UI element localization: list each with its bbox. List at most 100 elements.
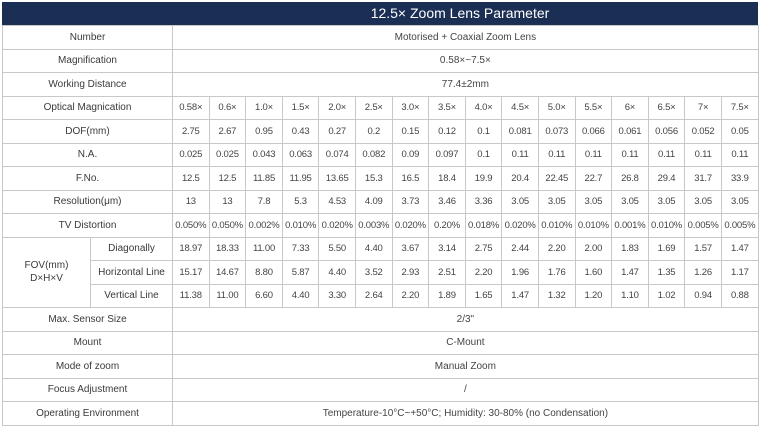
value-cell: 0.005% (720, 213, 759, 238)
table-title: 12.5× Zoom Lens Parameter (2, 2, 758, 25)
value-cell: 3.05 (501, 189, 539, 214)
value-cell: 4.53 (318, 189, 356, 214)
row-label: DOF(mm) (1, 119, 174, 144)
value-cell: 11.00 (245, 236, 283, 261)
value-cell: 0.010% (281, 213, 320, 238)
value-cell: 1.17 (720, 260, 759, 285)
table-row: TV Distortion 0.050% 0.050% 0.002% 0.010% 0.0… (1, 213, 759, 238)
value-cell: 1.0× (245, 95, 283, 120)
fov-sub-label: Horizontal Line (89, 260, 174, 285)
value-cell: 13 (208, 189, 247, 214)
value-cell: 0.2 (354, 119, 393, 144)
row-label: TV Distortion (1, 213, 174, 238)
value-cell: 2.93 (391, 260, 430, 285)
value-cell: 20.4 (501, 166, 539, 191)
value-cell: 0.020% (501, 213, 539, 238)
value-cell: 3.05 (647, 189, 686, 214)
value-cell: 0.11 (684, 142, 722, 167)
value-cell: 0.050% (172, 213, 210, 238)
table-row: Magnification 0.58×~7.5× (1, 48, 759, 73)
value-cell: 1.20 (574, 283, 613, 308)
value-cell: 3.73 (391, 189, 430, 214)
value-cell: 0.15 (391, 119, 430, 144)
value-cell: 1.35 (647, 260, 686, 285)
value-cell: 0.020% (318, 213, 356, 238)
table-row: DOF(mm) 2.75 2.67 0.95 0.43 0.27 0.2 0.15 0.12 0.… (1, 119, 759, 144)
value-cell: 0.11 (720, 142, 759, 167)
value-cell: 0.025 (172, 142, 210, 167)
row-value: C-Mount (172, 330, 759, 355)
value-cell: 0.074 (318, 142, 356, 167)
value-cell: 11.00 (208, 283, 247, 308)
row-label: Max. Sensor Size (1, 307, 174, 332)
fov-label-line1: FOV(mm) (24, 260, 69, 272)
value-cell: 1.02 (647, 283, 686, 308)
value-cell: 3.30 (318, 283, 356, 308)
row-label: Number (1, 25, 174, 50)
value-cell: 29.4 (647, 166, 686, 191)
value-cell: 0.43 (281, 119, 320, 144)
row-label: Operating Environment (1, 401, 174, 426)
value-cell: 13 (172, 189, 210, 214)
table-row: Number Motorised + Coaxial Zoom Lens (1, 25, 759, 50)
table-row: Max. Sensor Size 2/3" (1, 307, 759, 332)
value-cell: 8.80 (245, 260, 283, 285)
value-cell: 33.9 (720, 166, 759, 191)
value-cell: 0.1 (464, 119, 503, 144)
value-cell: 1.47 (611, 260, 649, 285)
value-cell: 6.60 (245, 283, 283, 308)
value-cell: 5.87 (281, 260, 320, 285)
value-cell: 2.67 (208, 119, 247, 144)
value-cell: 1.69 (647, 236, 686, 261)
value-cell: 0.09 (391, 142, 430, 167)
table-row: Vertical Line 11.38 11.00 6.60 4.40 3.30 2.64 2… (3, 283, 759, 308)
table-row: F.No. 12.5 12.5 11.85 11.95 13.65 15.3 16.5 18.4… (1, 166, 759, 191)
parameter-table-body: Number Motorised + Coaxial Zoom Lens Magni… (1, 25, 759, 426)
value-cell: 0.025 (208, 142, 247, 167)
value-cell: 0.066 (574, 119, 613, 144)
parameter-table: Number Motorised + Coaxial Zoom Lens Magni… (1, 25, 759, 426)
value-cell: 0.11 (611, 142, 649, 167)
value-cell: 1.65 (464, 283, 503, 308)
value-cell: 3.05 (611, 189, 649, 214)
value-cell: 0.27 (318, 119, 356, 144)
value-cell: 0.001% (611, 213, 649, 238)
value-cell: 3.05 (720, 189, 759, 214)
value-cell: 0.005% (684, 213, 722, 238)
value-cell: 5.3 (281, 189, 320, 214)
table-row: Mode of zoom Manual Zoom (1, 354, 759, 379)
value-cell: 1.83 (611, 236, 649, 261)
value-cell: 3.5× (428, 95, 466, 120)
value-cell: 1.32 (537, 283, 576, 308)
row-label: Focus Adjustment (1, 377, 174, 402)
value-cell: 4.40 (318, 260, 356, 285)
value-cell: 12.5 (208, 166, 247, 191)
value-cell: 7× (684, 95, 722, 120)
value-cell: 0.003% (354, 213, 393, 238)
value-cell: 12.5 (172, 166, 210, 191)
value-cell: 0.11 (501, 142, 539, 167)
row-value: Motorised + Coaxial Zoom Lens (172, 25, 759, 50)
value-cell: 0.061 (611, 119, 649, 144)
value-cell: 16.5 (391, 166, 430, 191)
value-cell: 1.47 (501, 283, 539, 308)
value-cell: 0.1 (464, 142, 503, 167)
value-cell: 1.96 (501, 260, 539, 285)
row-value: Temperature-10°C~+50°C; Humidity: 30-80%… (172, 401, 759, 426)
value-cell: 5.0× (537, 95, 576, 120)
row-value: 77.4±2mm (172, 72, 759, 97)
table-row: N.A. 0.025 0.025 0.043 0.063 0.074 0.082 0.09 0.… (1, 142, 759, 167)
value-cell: 0.063 (281, 142, 320, 167)
value-cell: 0.010% (574, 213, 613, 238)
value-cell: 3.67 (391, 236, 430, 261)
value-cell: 0.081 (501, 119, 539, 144)
value-cell: 0.20% (428, 213, 466, 238)
value-cell: 2.64 (354, 283, 393, 308)
value-cell: 2.51 (428, 260, 466, 285)
value-cell: 7.5× (720, 95, 759, 120)
value-cell: 1.5× (281, 95, 320, 120)
value-cell: 11.85 (245, 166, 283, 191)
row-value: / (172, 377, 759, 402)
value-cell: 15.17 (172, 260, 210, 285)
value-cell: 2.75 (172, 119, 210, 144)
